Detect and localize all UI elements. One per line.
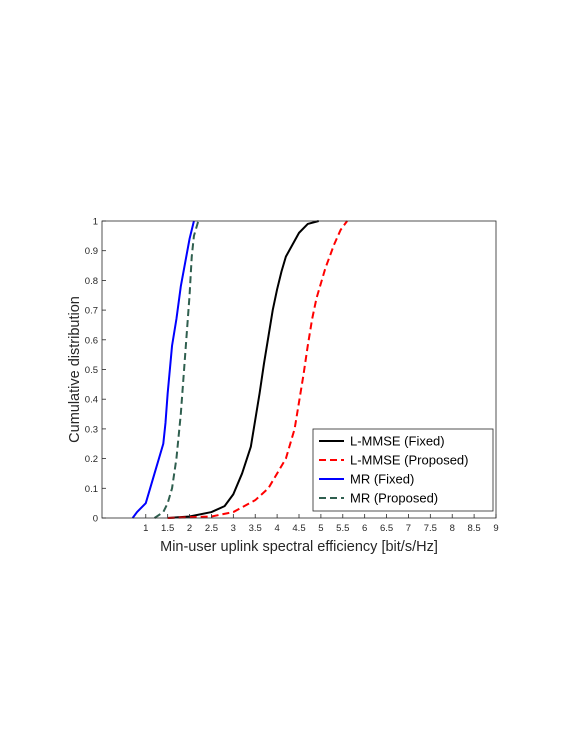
y-tick-label: 0.2 (85, 454, 98, 465)
legend-label-l-mmse-fixed: L-MMSE (Fixed) (350, 434, 445, 449)
y-tick-label: 0.7 (85, 306, 98, 317)
x-tick-label: 8 (450, 523, 455, 534)
y-tick-label: 0.4 (85, 395, 98, 406)
x-tick-label: 3 (231, 523, 236, 534)
series-line-l-mmse-proposed (167, 220, 348, 519)
x-tick-label: 1.5 (161, 523, 174, 534)
x-tick-label: 7.5 (424, 523, 437, 534)
x-tick-label: 6.5 (380, 523, 393, 534)
x-tick-label: 5 (318, 523, 323, 534)
y-tick-label: 0.9 (85, 246, 98, 257)
series-layer (131, 220, 348, 519)
x-axis-label: Min-user uplink spectral efficiency [bit… (160, 539, 438, 555)
x-tick-label: 7 (406, 523, 411, 534)
y-axis-label: Cumulative distribution (67, 296, 83, 443)
legend-label-l-mmse-proposed: L-MMSE (Proposed) (350, 453, 468, 468)
legend-label-mr-fixed: MR (Fixed) (350, 472, 414, 487)
y-tick-label: 0.3 (85, 424, 98, 435)
x-tick-label: 4 (274, 523, 279, 534)
y-tick-label: 1 (93, 217, 98, 228)
y-tick-label: 0.6 (85, 335, 98, 346)
x-tick-label: 8.5 (468, 523, 481, 534)
x-tick-label: 1 (143, 523, 148, 534)
x-tick-label: 6 (362, 523, 367, 534)
series-line-l-mmse-fixed (167, 220, 319, 519)
y-tick-label: 0.5 (85, 365, 98, 376)
x-tick-label: 5.5 (336, 523, 349, 534)
x-tick-label: 4.5 (292, 523, 305, 534)
series-line-mr-proposed (153, 220, 200, 519)
y-tick-label: 0 (93, 514, 98, 525)
x-tick-label: 2.5 (205, 523, 218, 534)
y-tick-label: 0.8 (85, 276, 98, 287)
legend-label-mr-proposed: MR (Proposed) (350, 491, 438, 506)
x-tick-label: 2 (187, 523, 192, 534)
y-axis-ticks: 0 0.1 0.2 0.3 0.4 0.5 0.6 0.7 0.8 0.9 1 (85, 217, 106, 525)
x-tick-label: 9 (493, 523, 498, 534)
series-line-mr-fixed (131, 220, 195, 519)
legend: L-MMSE (Fixed) L-MMSE (Proposed) MR (Fixed… (312, 428, 494, 512)
x-tick-label: 3.5 (249, 523, 262, 534)
x-axis-ticks: 1 1.5 2 2.5 3 3.5 4 4.5 5 5.5 6 6.5 7 7.5 8 8.5 9 (143, 514, 499, 534)
y-tick-label: 0.1 (85, 484, 98, 495)
